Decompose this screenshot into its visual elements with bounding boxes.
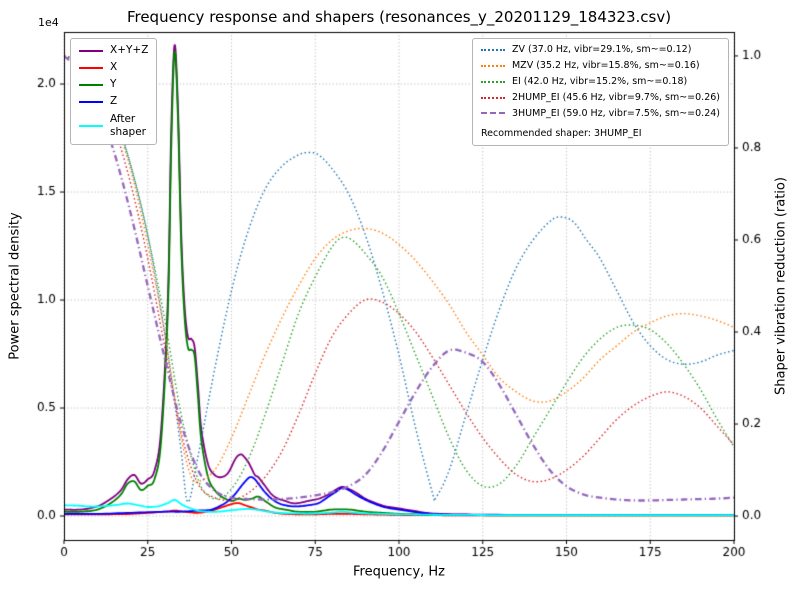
legend-item: MZV (35.2 Hz, vibr=15.8%, sm~=0.16) bbox=[480, 59, 720, 72]
legend-label: After shaper bbox=[110, 112, 147, 138]
legend-label: Z bbox=[110, 95, 118, 108]
axis-offset-text: 1e4 bbox=[38, 16, 59, 29]
y-axis-label-right: Shaper vibration reduction (ratio) bbox=[773, 177, 789, 395]
legend-line-swatch bbox=[79, 124, 103, 127]
legend-label: ZV (37.0 Hz, vibr=29.1%, sm~=0.12) bbox=[511, 44, 692, 55]
legend-line-swatch bbox=[480, 48, 505, 51]
chart-title: Frequency response and shapers (resonanc… bbox=[126, 8, 672, 26]
legend-item: EI (42.0 Hz, vibr=15.2%, sm~=0.18) bbox=[480, 75, 720, 88]
legend-label: Y bbox=[110, 78, 117, 91]
legend-item: X bbox=[79, 61, 148, 74]
legend-label: X bbox=[110, 61, 118, 74]
legend-line-swatch bbox=[79, 100, 103, 103]
legend-label: 3HUMP_EI (59.0 Hz, vibr=7.5%, sm~=0.24) bbox=[511, 107, 720, 119]
legend-psd: X+Y+Z X Y Z After shaper bbox=[70, 38, 158, 145]
recommended-shaper-note: Recommended shaper: 3HUMP_EI bbox=[480, 128, 642, 140]
legend-line-swatch bbox=[480, 80, 505, 83]
legend-label: 2HUMP_EI (45.6 Hz, vibr=9.7%, sm~=0.26) bbox=[511, 91, 720, 103]
y-axis-label-left: Power spectral density bbox=[7, 212, 23, 360]
legend-label: X+Y+Z bbox=[110, 44, 149, 56]
legend-item: Z bbox=[79, 95, 148, 108]
legend-line-swatch bbox=[79, 49, 103, 52]
legend-line-swatch bbox=[79, 66, 103, 69]
legend-item: 3HUMP_EI (59.0 Hz, vibr=7.5%, sm~=0.24) bbox=[480, 107, 720, 120]
legend-shapers: ZV (37.0 Hz, vibr=29.1%, sm~=0.12) MZV (… bbox=[471, 38, 729, 146]
legend-line-swatch bbox=[79, 83, 103, 86]
legend-item: X+Y+Z bbox=[79, 44, 148, 57]
legend-line-swatch bbox=[480, 112, 505, 115]
legend-label: EI (42.0 Hz, vibr=15.2%, sm~=0.18) bbox=[511, 75, 688, 87]
legend-item: ZV (37.0 Hz, vibr=29.1%, sm~=0.12) bbox=[480, 44, 720, 56]
legend-item: After shaper bbox=[79, 113, 148, 139]
x-axis-label: Frequency, Hz bbox=[352, 564, 446, 580]
legend-item: Y bbox=[79, 78, 148, 91]
legend-item: 2HUMP_EI (45.6 Hz, vibr=9.7%, sm~=0.26) bbox=[480, 91, 720, 104]
legend-line-swatch bbox=[480, 96, 505, 99]
legend-line-swatch bbox=[480, 64, 505, 67]
legend-label: MZV (35.2 Hz, vibr=15.8%, sm~=0.16) bbox=[511, 59, 700, 71]
